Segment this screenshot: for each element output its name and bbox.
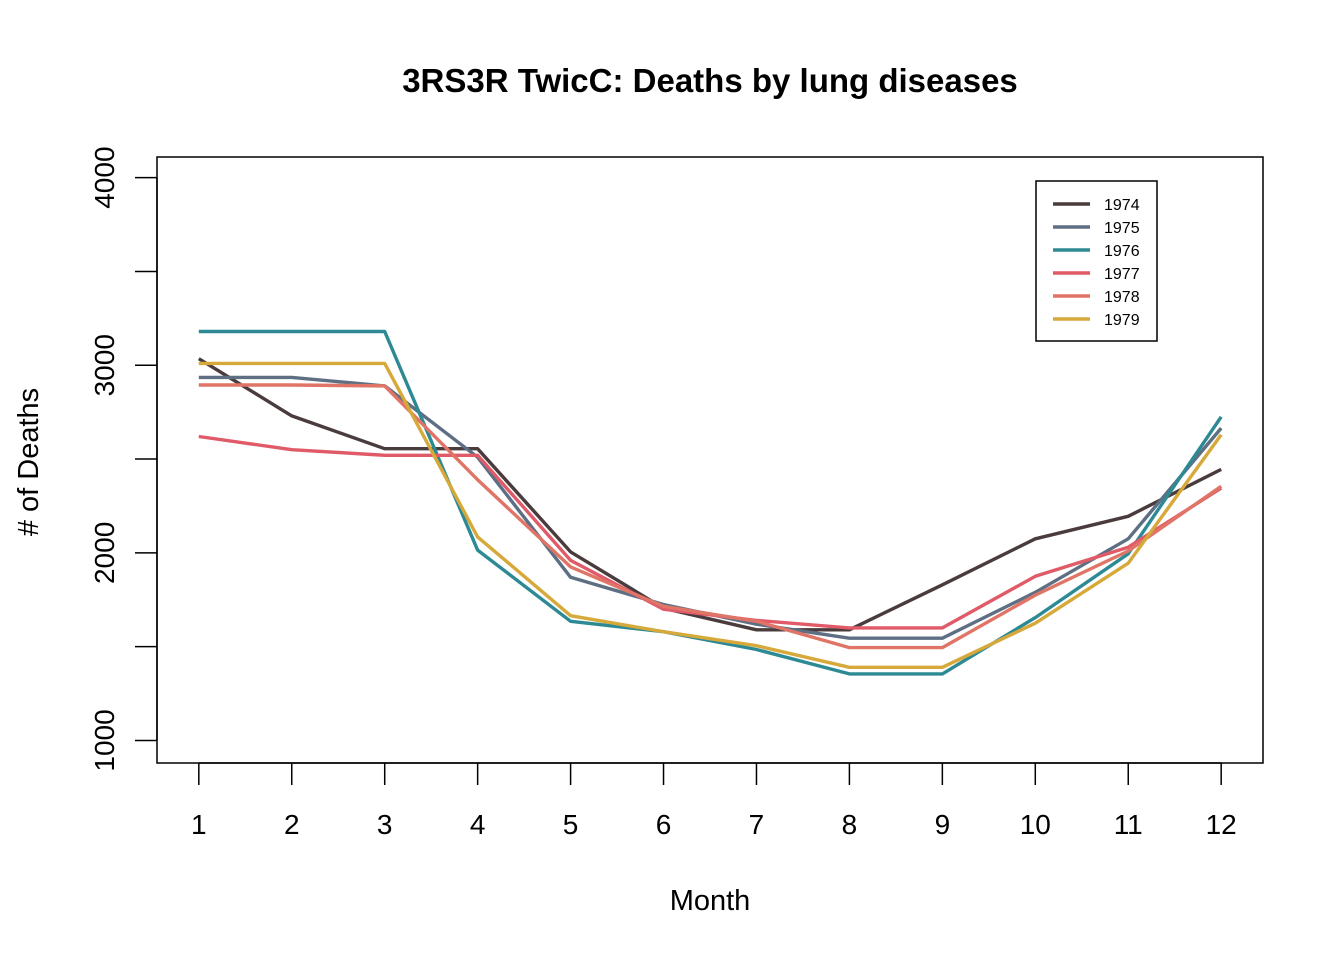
legend-label: 1978	[1104, 289, 1140, 306]
x-tick-label: 4	[470, 809, 486, 840]
series-line-1974	[197, 357, 1222, 632]
legend-box	[1035, 180, 1158, 342]
x-tick-label: 1	[191, 809, 207, 840]
series-line-1979	[198, 361, 1223, 669]
y-axis: 1000 2000 3000 4000	[89, 146, 158, 772]
x-tick-label: 8	[842, 809, 858, 840]
series-line-1978	[198, 383, 1223, 650]
legend-label: 1975	[1104, 220, 1140, 237]
x-tick-label: 11	[1114, 809, 1143, 840]
legend-label: 1974	[1104, 197, 1140, 214]
legend: 1974 1975 1976 1977 1978 1979	[1035, 180, 1158, 342]
legend-label: 1979	[1104, 312, 1140, 329]
x-tick-label: 6	[656, 809, 672, 840]
series-line-1975	[198, 375, 1223, 640]
x-axis-label: Month	[670, 885, 751, 917]
x-tick-label: 12	[1206, 809, 1237, 840]
y-tick-label: 1000	[89, 709, 120, 771]
x-tick-label: 3	[377, 809, 393, 840]
y-tick-label: 2000	[89, 522, 120, 584]
x-tick-label: 5	[563, 809, 579, 840]
series-line-1976	[198, 329, 1223, 676]
x-axis: 1 2 3 4 5 6 7 8 9 10 11 12	[191, 762, 1237, 840]
x-tick-label: 9	[935, 809, 951, 840]
y-tick-label: 3000	[89, 334, 120, 396]
y-tick-label: 4000	[89, 146, 120, 208]
y-axis-label: # of Deaths	[13, 388, 45, 536]
x-tick-label: 2	[284, 809, 300, 840]
x-tick-label: 10	[1020, 809, 1051, 840]
x-tick-label: 7	[749, 809, 765, 840]
series-layer	[197, 329, 1223, 676]
legend-label: 1976	[1104, 243, 1140, 260]
legend-label: 1977	[1104, 266, 1140, 283]
chart-title: 3RS3R TwicC: Deaths by lung diseases	[402, 62, 1018, 99]
